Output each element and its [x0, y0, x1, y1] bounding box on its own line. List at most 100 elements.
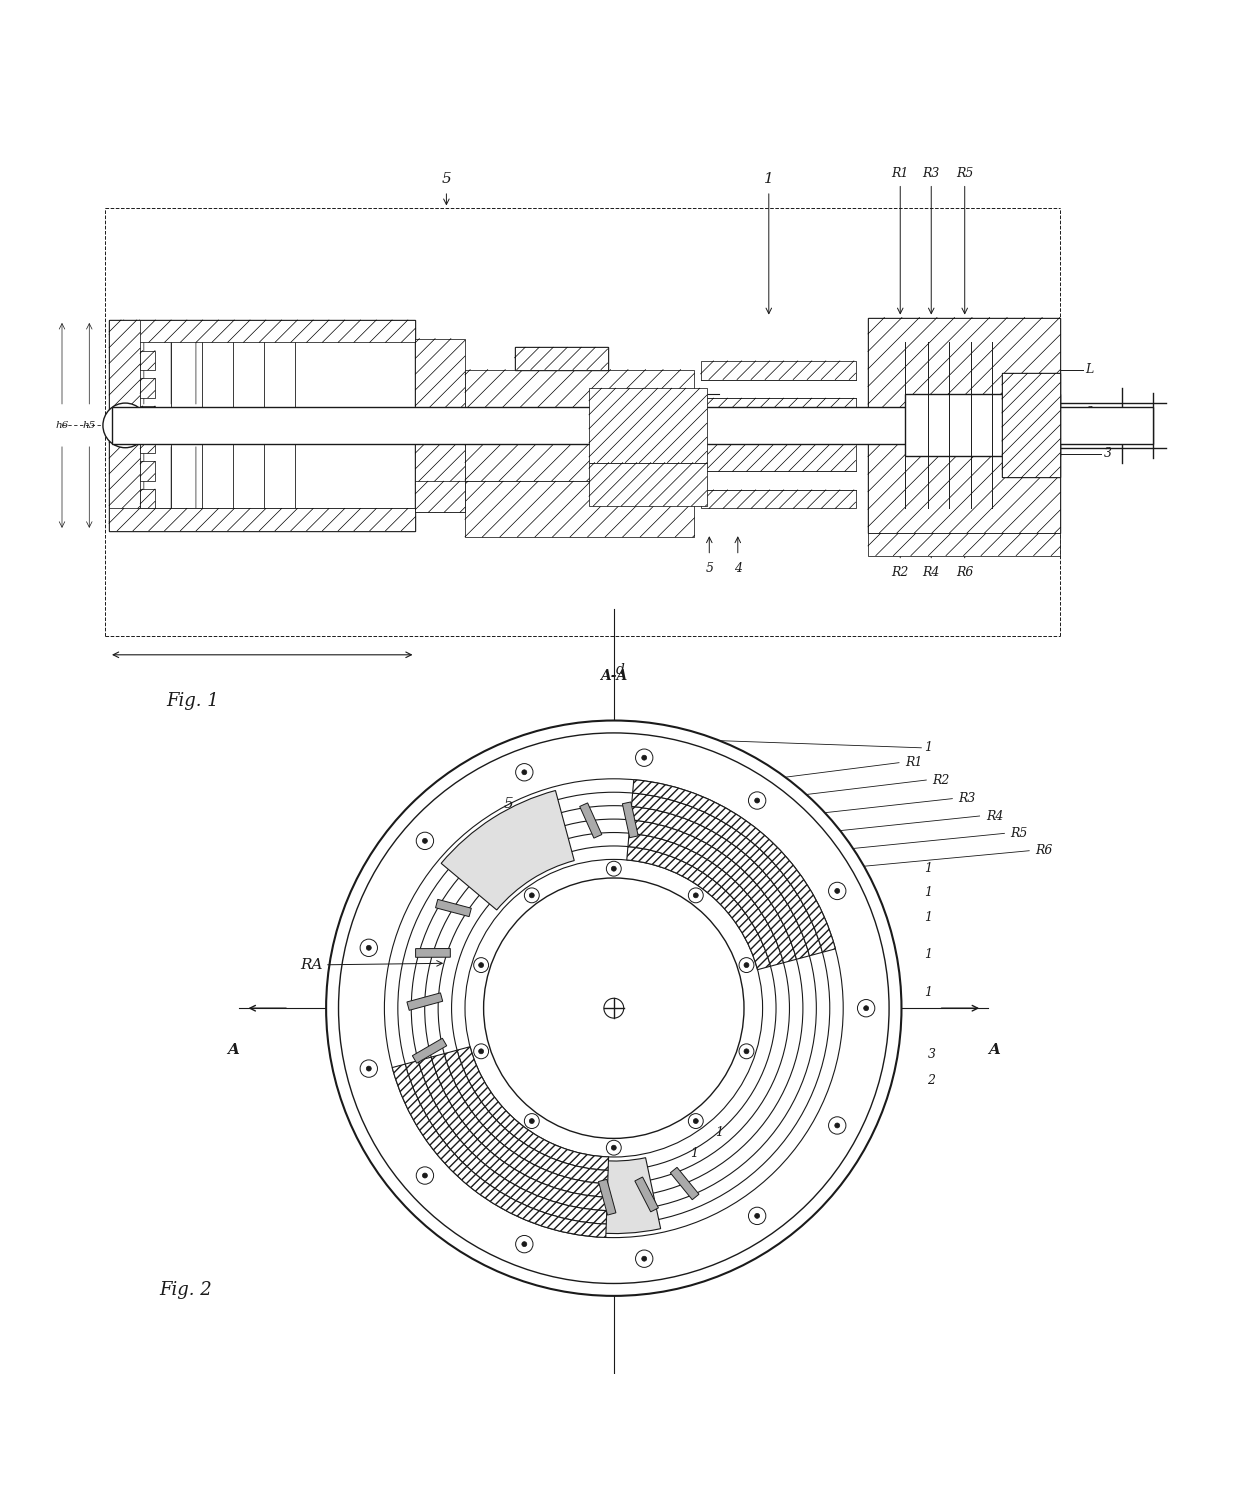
- Circle shape: [542, 936, 686, 1080]
- Wedge shape: [629, 820, 796, 962]
- Text: e: e: [1085, 403, 1092, 416]
- Circle shape: [636, 749, 653, 766]
- Wedge shape: [405, 1060, 606, 1224]
- Circle shape: [529, 1119, 534, 1123]
- Polygon shape: [1002, 374, 1060, 478]
- Text: 4: 4: [734, 562, 742, 575]
- Wedge shape: [626, 846, 770, 970]
- Polygon shape: [112, 407, 1153, 443]
- Circle shape: [858, 1000, 874, 1016]
- Text: 5: 5: [503, 796, 513, 811]
- Wedge shape: [441, 790, 574, 909]
- Wedge shape: [632, 780, 836, 953]
- Circle shape: [529, 893, 534, 897]
- Text: h5: h5: [83, 421, 95, 430]
- Polygon shape: [1002, 374, 1060, 478]
- Circle shape: [755, 1214, 760, 1218]
- Text: h1: h1: [190, 421, 202, 430]
- Circle shape: [636, 1250, 653, 1267]
- Circle shape: [604, 998, 624, 1018]
- Polygon shape: [140, 406, 155, 425]
- Circle shape: [479, 1050, 484, 1054]
- Text: h2: h2: [165, 421, 177, 430]
- Circle shape: [326, 721, 901, 1295]
- Text: L: L: [1085, 363, 1094, 375]
- Polygon shape: [515, 347, 608, 369]
- Text: R1: R1: [892, 167, 909, 179]
- Circle shape: [611, 866, 616, 872]
- Polygon shape: [415, 949, 450, 958]
- Polygon shape: [413, 1038, 446, 1063]
- Circle shape: [423, 838, 428, 843]
- Circle shape: [835, 888, 839, 893]
- Circle shape: [611, 1145, 616, 1151]
- Circle shape: [863, 1006, 868, 1010]
- Text: Fig. 1: Fig. 1: [166, 692, 218, 710]
- Text: R4: R4: [986, 810, 1003, 822]
- Circle shape: [484, 878, 744, 1139]
- Text: R5: R5: [1011, 826, 1028, 840]
- Circle shape: [744, 962, 749, 968]
- Circle shape: [606, 1140, 621, 1155]
- Text: 5: 5: [441, 172, 451, 185]
- Text: 1: 1: [924, 887, 931, 899]
- Circle shape: [366, 946, 371, 950]
- Text: R5: R5: [956, 167, 973, 179]
- Text: h3: h3: [138, 421, 150, 430]
- Polygon shape: [589, 388, 707, 463]
- Circle shape: [474, 1044, 489, 1059]
- Circle shape: [360, 1060, 377, 1077]
- Circle shape: [755, 798, 760, 802]
- Polygon shape: [671, 1167, 699, 1200]
- Circle shape: [835, 1123, 839, 1128]
- Text: d: d: [615, 664, 625, 677]
- Text: R3: R3: [959, 792, 976, 805]
- Polygon shape: [140, 379, 155, 398]
- Circle shape: [828, 882, 846, 900]
- Polygon shape: [622, 802, 639, 838]
- Circle shape: [642, 1256, 647, 1261]
- Text: 3: 3: [928, 1048, 935, 1060]
- Text: R2: R2: [932, 774, 950, 787]
- Circle shape: [417, 832, 434, 849]
- Circle shape: [688, 888, 703, 903]
- Polygon shape: [868, 534, 1060, 555]
- Wedge shape: [458, 1047, 609, 1170]
- Wedge shape: [444, 1050, 608, 1184]
- Text: R6: R6: [1035, 844, 1053, 857]
- Text: 1: 1: [924, 742, 931, 754]
- Text: A: A: [227, 1044, 239, 1057]
- Text: 1: 1: [924, 986, 931, 998]
- Circle shape: [339, 733, 889, 1283]
- Text: h4: h4: [110, 421, 123, 430]
- Wedge shape: [627, 834, 784, 967]
- Text: 1: 1: [924, 949, 931, 962]
- Circle shape: [525, 1113, 539, 1128]
- Polygon shape: [140, 489, 155, 508]
- Text: 5: 5: [706, 562, 713, 575]
- Text: 11: 11: [1078, 430, 1094, 443]
- Polygon shape: [415, 481, 465, 513]
- Polygon shape: [140, 461, 155, 481]
- Text: A: A: [988, 1044, 1001, 1057]
- Circle shape: [423, 1173, 428, 1178]
- Wedge shape: [432, 1054, 608, 1197]
- Circle shape: [693, 1119, 698, 1123]
- Circle shape: [474, 958, 489, 973]
- Polygon shape: [868, 318, 1060, 534]
- Text: 3: 3: [1104, 448, 1111, 460]
- Polygon shape: [579, 802, 601, 838]
- Polygon shape: [701, 490, 856, 508]
- Circle shape: [642, 756, 647, 760]
- Circle shape: [366, 1066, 371, 1071]
- Circle shape: [688, 1113, 703, 1128]
- Circle shape: [606, 861, 621, 876]
- Wedge shape: [526, 1149, 661, 1234]
- Circle shape: [516, 763, 533, 781]
- Polygon shape: [435, 899, 471, 917]
- Polygon shape: [635, 1178, 658, 1212]
- Polygon shape: [407, 992, 443, 1010]
- Text: A-A: A-A: [600, 670, 627, 683]
- Polygon shape: [140, 434, 155, 452]
- Text: R1: R1: [905, 756, 923, 769]
